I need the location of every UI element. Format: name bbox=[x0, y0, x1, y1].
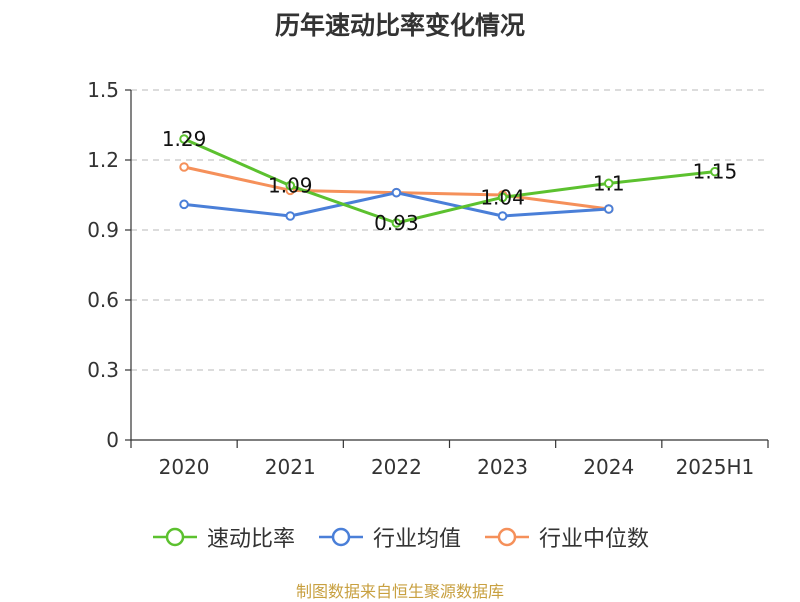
data-point[interactable] bbox=[391, 218, 402, 228]
line-chart: 00.30.60.91.21.5 2020 2021 2022 2023 2024 202… bbox=[87, 78, 769, 479]
chart-title: 历年速动比率变化情况 bbox=[274, 11, 525, 40]
legend-label-industry-median: 行业中位数 bbox=[539, 527, 650, 552]
data-point[interactable] bbox=[497, 211, 508, 221]
legend-label-quick-ratio: 速动比率 bbox=[206, 527, 295, 552]
data-labels: 1.29 1.09 0.93 1.04 1.1 1.15 bbox=[162, 127, 737, 235]
x-tick-label: 2021 bbox=[265, 455, 316, 479]
y-tick-labels: 0 0.3 0.6 0.9 1.2 1.5 bbox=[87, 78, 119, 452]
legend-marker-industry-median bbox=[485, 527, 529, 547]
x-tick-label: 2023 bbox=[477, 455, 528, 479]
y-tick-label: 1.5 bbox=[87, 78, 119, 102]
y-tick-label: 1.2 bbox=[87, 148, 119, 172]
y-tick-label: 0.6 bbox=[87, 288, 119, 312]
x-tick-label: 2025H1 bbox=[676, 455, 755, 479]
data-point[interactable] bbox=[603, 204, 614, 214]
legend-item-industry-mean[interactable]: 行业均值 bbox=[317, 521, 461, 553]
gridlines bbox=[131, 89, 768, 371]
x-tick-label: 2020 bbox=[159, 455, 210, 479]
x-tick-label: 2022 bbox=[371, 455, 422, 479]
data-point[interactable] bbox=[179, 134, 189, 144]
x-tick-labels: 2020 2021 2022 2023 2024 2025H1 bbox=[159, 455, 755, 479]
legend-item-quick-ratio[interactable]: 速动比率 bbox=[151, 521, 295, 553]
data-label: 1.04 bbox=[480, 185, 525, 209]
y-tick-label: 0 bbox=[106, 428, 119, 452]
data-point[interactable] bbox=[179, 162, 189, 172]
data-label: 1.1 bbox=[593, 171, 625, 195]
data-point[interactable] bbox=[391, 187, 402, 198]
data-label: 1.29 bbox=[162, 127, 207, 151]
data-point[interactable] bbox=[603, 178, 614, 189]
legend-item-industry-median[interactable]: 行业中位数 bbox=[483, 521, 649, 553]
data-point[interactable] bbox=[179, 199, 189, 210]
data-point[interactable] bbox=[285, 180, 296, 191]
data-point[interactable] bbox=[285, 211, 296, 221]
legend: 速动比率 行业均值 行业中位数 bbox=[0, 520, 800, 554]
data-label: 1.15 bbox=[693, 160, 738, 184]
y-tick-label: 0.9 bbox=[87, 218, 119, 242]
legend-marker-quick-ratio bbox=[152, 527, 197, 547]
series-line bbox=[183, 137, 716, 225]
legend-marker-industry-mean bbox=[318, 527, 363, 547]
axes bbox=[125, 89, 769, 448]
y-tick-label: 0.3 bbox=[87, 358, 119, 382]
legend-label-industry-mean: 行业均值 bbox=[372, 527, 461, 552]
data-point[interactable] bbox=[710, 166, 720, 177]
data-source-note: 制图数据来自恒生聚源数据库 bbox=[295, 582, 504, 601]
data-point[interactable] bbox=[497, 192, 508, 203]
x-tick-label: 2024 bbox=[583, 455, 634, 479]
data-label: 1.09 bbox=[268, 174, 313, 198]
series-lines bbox=[179, 134, 720, 228]
data-label: 0.93 bbox=[374, 211, 419, 235]
